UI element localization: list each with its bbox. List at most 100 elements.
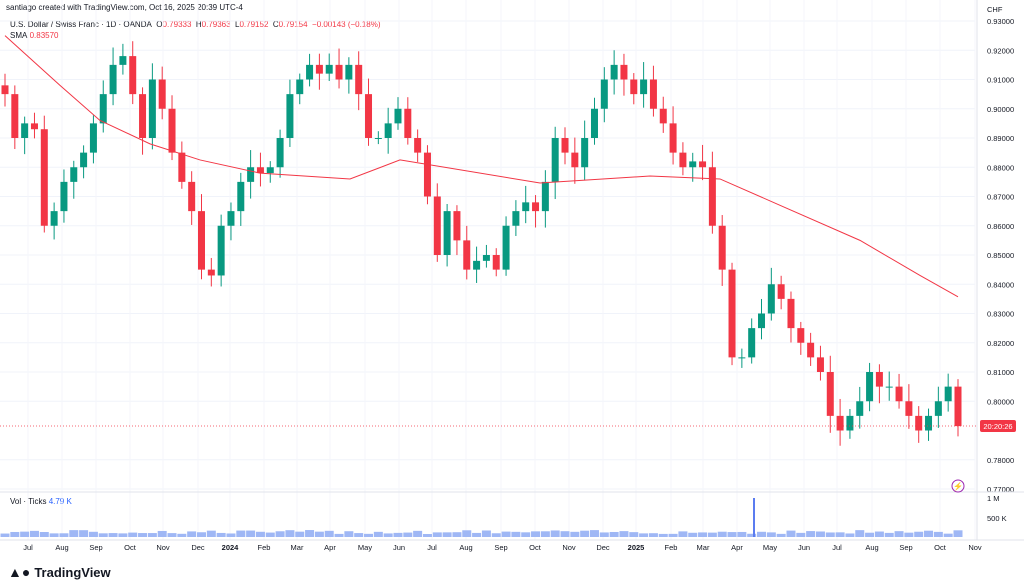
x-tick-label: Oct xyxy=(124,543,137,552)
volume-value: 4.79 K xyxy=(48,497,72,506)
candle-body xyxy=(129,56,137,95)
volume-bar xyxy=(147,533,157,537)
volume-tick-label: 1 M xyxy=(987,494,1000,503)
low-value: 0.79152 xyxy=(239,20,269,29)
x-tick-label: Jul xyxy=(427,543,437,552)
volume-bar xyxy=(560,531,570,537)
x-tick-label: Sep xyxy=(89,543,102,552)
volume-tick-label: 500 K xyxy=(987,514,1007,523)
candle-body xyxy=(148,79,156,138)
x-tick-label: Aug xyxy=(459,543,472,552)
sma-legend[interactable]: SMA 0.83570 xyxy=(10,31,59,40)
candle-body xyxy=(728,269,736,358)
x-tick-label: Feb xyxy=(258,543,271,552)
volume-bar xyxy=(138,533,148,537)
volume-bar xyxy=(393,532,403,537)
volume-bar xyxy=(285,530,295,537)
volume-bar xyxy=(501,531,511,537)
candle-body xyxy=(590,108,598,138)
candle-body xyxy=(826,372,834,416)
candle-body xyxy=(404,108,412,138)
y-tick-label: 0.85000 xyxy=(987,251,1014,260)
x-tick-label: Nov xyxy=(562,543,576,552)
volume-bar xyxy=(255,531,265,537)
candle-body xyxy=(139,94,147,138)
volume-bar xyxy=(835,532,845,537)
volume-bar xyxy=(10,531,20,537)
volume-bar xyxy=(275,531,285,537)
candle-body xyxy=(807,342,815,358)
volume-bar xyxy=(639,533,649,537)
sma-line xyxy=(4,35,959,298)
volume-bar xyxy=(550,530,560,537)
volume-bar xyxy=(757,531,767,537)
volume-bar xyxy=(49,533,59,537)
tradingview-logo[interactable]: ▲● TradingView xyxy=(8,564,111,580)
volume-bar xyxy=(216,532,226,537)
candle-body xyxy=(875,372,883,387)
volume-bar xyxy=(481,530,491,537)
candle-body xyxy=(335,64,343,80)
open-value: 0.79333 xyxy=(162,20,192,29)
x-tick-label: Sep xyxy=(899,543,912,552)
volume-bar xyxy=(177,533,187,537)
volume-bar xyxy=(511,531,521,537)
candle-body xyxy=(797,328,805,343)
candle-body xyxy=(168,108,176,153)
candle-body xyxy=(276,138,284,168)
candle-body xyxy=(207,269,215,276)
candle-body xyxy=(50,211,58,226)
volume-bar xyxy=(855,530,865,537)
tradingview-logo-icon: ▲● xyxy=(8,564,31,580)
volume-bar xyxy=(531,531,541,537)
x-tick-label: Jun xyxy=(393,543,405,552)
candle-body xyxy=(758,313,766,329)
candle-body xyxy=(748,328,756,358)
x-tick-label: Sep xyxy=(494,543,507,552)
volume-bar-spike xyxy=(753,498,755,537)
candle-body xyxy=(315,64,323,74)
volume-bar xyxy=(432,532,442,537)
candle-body xyxy=(512,211,520,226)
candle-body xyxy=(738,357,746,359)
candle-body xyxy=(944,386,952,402)
candle-body xyxy=(630,79,638,95)
candle-body xyxy=(286,94,294,138)
candle-body xyxy=(571,152,579,168)
y-tick-label: 0.90000 xyxy=(987,105,1014,114)
candle-body xyxy=(21,123,29,138)
volume-bar xyxy=(688,532,698,537)
close-label: C xyxy=(272,20,279,29)
candle-body xyxy=(649,79,657,109)
volume-bar xyxy=(766,532,776,537)
y-tick-label: 0.88000 xyxy=(987,163,1014,172)
candle-body xyxy=(365,94,373,138)
volume-bar xyxy=(442,532,452,537)
candle-body xyxy=(620,64,628,80)
currency-label: CHF xyxy=(987,5,1003,14)
volume-bar xyxy=(20,531,30,537)
volume-bar xyxy=(226,533,236,537)
candle-body xyxy=(217,225,225,276)
y-tick-label: 0.87000 xyxy=(987,193,1014,202)
symbol-title[interactable]: U.S. Dollar / Swiss Franc · 1D · OANDA xyxy=(10,20,152,29)
x-tick-label: Dec xyxy=(191,543,205,552)
close-value: 0.79154 xyxy=(278,20,308,29)
volume-bar xyxy=(206,530,216,537)
open-label: O xyxy=(156,20,163,29)
volume-bar xyxy=(167,533,177,537)
candle-body xyxy=(659,108,667,124)
volume-bar xyxy=(118,533,128,537)
volume-bar xyxy=(452,532,462,537)
y-tick-label: 0.80000 xyxy=(987,397,1014,406)
candle-body xyxy=(414,138,422,153)
volume-bar xyxy=(295,531,305,537)
volume-bar xyxy=(265,532,275,537)
volume-bar xyxy=(707,532,717,537)
volume-bar xyxy=(776,533,786,537)
volume-bar xyxy=(570,531,580,537)
sma-value: 0.83570 xyxy=(29,31,59,40)
high-value: 0.79363 xyxy=(201,20,231,29)
candle-body xyxy=(679,152,687,168)
